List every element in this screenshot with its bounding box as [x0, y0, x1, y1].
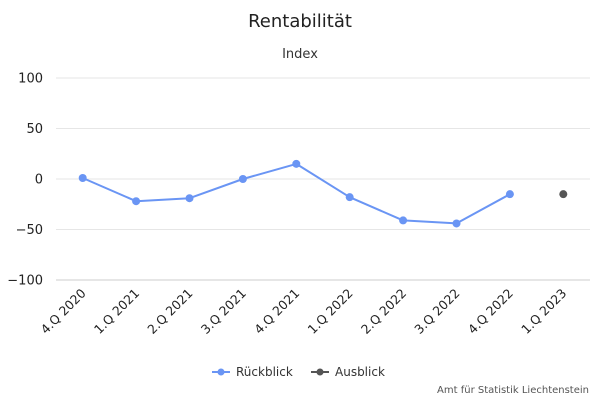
data-point-rueckblick[interactable] — [132, 197, 141, 206]
x-tick-label: 4.Q 2020 — [38, 285, 89, 336]
legend-marker-ausblick — [316, 368, 324, 376]
x-tick-label: 4.Q 2022 — [465, 286, 516, 337]
data-point-rueckblick[interactable] — [452, 219, 461, 228]
x-tick-label: 1.Q 2023 — [518, 286, 569, 337]
series-line-rueckblick — [81, 162, 511, 225]
data-point-rueckblick[interactable] — [292, 159, 301, 168]
x-tick-label: 1.Q 2021 — [91, 286, 142, 337]
legend-label-ausblick: Ausblick — [335, 365, 385, 379]
x-axis-labels: 4.Q 2020 1.Q 2021 2.Q 2021 3.Q 2021 4.Q 2021… — [38, 285, 570, 336]
data-point-rueckblick[interactable] — [238, 175, 247, 183]
legend-item-ausblick[interactable]: Ausblick — [311, 365, 385, 379]
chart-title: Rentabilität — [248, 11, 352, 32]
chart-subtitle: Index — [282, 47, 318, 62]
series-points — [78, 159, 568, 228]
y-tick-label: 0 — [35, 173, 43, 188]
data-point-rueckblick[interactable] — [78, 173, 87, 182]
data-point-ausblick[interactable] — [559, 190, 568, 199]
y-tick-label: −50 — [16, 223, 43, 238]
data-point-rueckblick[interactable] — [399, 216, 408, 225]
x-tick-label: 3.Q 2021 — [198, 286, 249, 337]
y-tick-label: 50 — [26, 122, 43, 137]
x-tick-label: 2.Q 2021 — [144, 286, 195, 337]
y-tick-label: 100 — [18, 72, 43, 87]
x-tick-label: 3.Q 2022 — [411, 286, 462, 337]
legend: Rückblick Ausblick — [212, 365, 385, 379]
series-lines — [81, 162, 511, 225]
y-tick-label: −100 — [7, 274, 43, 289]
legend-marker-rueckblick — [217, 368, 225, 376]
x-tick-label: 4.Q 2021 — [251, 286, 302, 337]
data-point-rueckblick[interactable] — [505, 190, 514, 199]
x-tick-label: 2.Q 2022 — [358, 286, 409, 337]
legend-item-rueckblick[interactable]: Rückblick — [212, 365, 293, 379]
credits[interactable]: Amt für Statistik Liechtenstein — [437, 385, 589, 396]
legend-label-rueckblick: Rückblick — [236, 365, 293, 379]
x-tick-label: 1.Q 2022 — [305, 286, 356, 337]
y-axis-labels: 100 50 0 −50 −100 — [7, 72, 43, 289]
data-point-rueckblick[interactable] — [185, 194, 194, 203]
data-point-rueckblick[interactable] — [345, 193, 354, 202]
grid — [56, 77, 590, 281]
